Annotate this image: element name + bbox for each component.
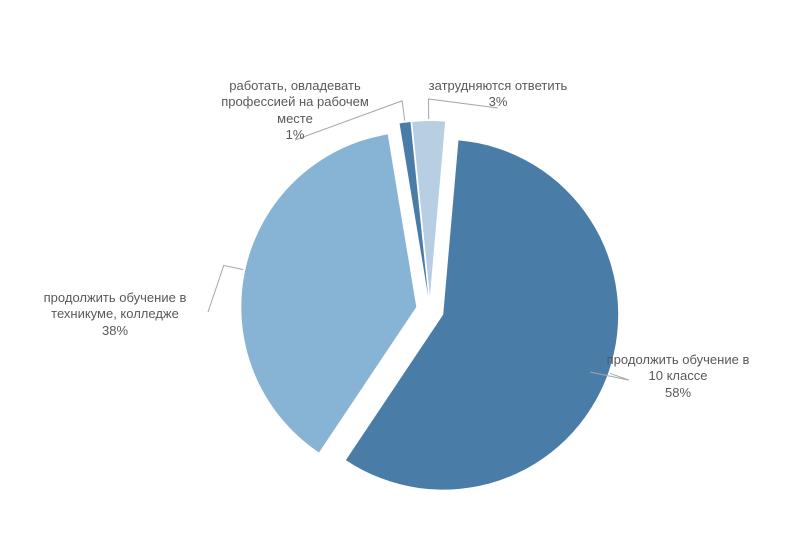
pie-chart xyxy=(0,0,791,536)
leader-line-work xyxy=(295,101,405,140)
leader-line-technikum xyxy=(208,265,243,312)
leader-line-unsure xyxy=(429,99,498,119)
